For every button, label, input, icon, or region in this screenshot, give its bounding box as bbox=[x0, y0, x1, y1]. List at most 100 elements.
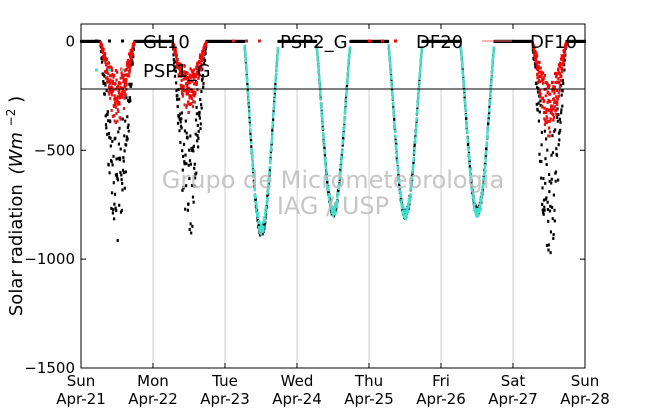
point bbox=[114, 69, 117, 73]
point bbox=[101, 60, 104, 64]
y-axis-unit: (Wm bbox=[6, 132, 27, 174]
point bbox=[179, 83, 182, 87]
point bbox=[554, 170, 558, 174]
point bbox=[125, 73, 128, 77]
point bbox=[112, 154, 115, 158]
point bbox=[110, 68, 114, 72]
grid-lines bbox=[152, 89, 514, 368]
point bbox=[462, 81, 465, 85]
point bbox=[549, 230, 552, 234]
point bbox=[202, 85, 205, 89]
point bbox=[250, 154, 254, 158]
point bbox=[121, 188, 124, 192]
point bbox=[322, 136, 325, 140]
point bbox=[565, 41, 568, 45]
point bbox=[459, 44, 462, 48]
point bbox=[180, 73, 183, 77]
legend-marker-dot bbox=[258, 39, 261, 43]
point bbox=[254, 194, 257, 198]
watermark-line-2: IAG / USP bbox=[277, 192, 389, 220]
point bbox=[405, 214, 408, 218]
point bbox=[127, 129, 130, 133]
point bbox=[466, 128, 469, 132]
x-tick-label-day: Tue bbox=[211, 372, 238, 390]
point bbox=[123, 186, 126, 190]
point bbox=[318, 77, 321, 81]
point bbox=[249, 127, 252, 131]
point bbox=[555, 74, 558, 78]
point bbox=[128, 54, 132, 58]
point bbox=[463, 98, 466, 102]
point bbox=[563, 68, 566, 72]
point bbox=[118, 81, 121, 85]
point bbox=[478, 208, 482, 212]
point bbox=[541, 105, 544, 109]
point bbox=[266, 194, 269, 198]
point bbox=[108, 82, 111, 86]
point bbox=[409, 186, 413, 190]
point bbox=[110, 93, 114, 97]
point bbox=[536, 54, 539, 58]
point bbox=[198, 110, 201, 114]
point bbox=[412, 165, 415, 169]
point bbox=[129, 84, 132, 88]
point bbox=[191, 195, 195, 199]
point bbox=[539, 95, 542, 99]
point bbox=[562, 82, 565, 86]
point bbox=[480, 198, 483, 202]
point bbox=[321, 123, 324, 127]
point bbox=[181, 168, 184, 172]
point bbox=[192, 92, 195, 96]
point bbox=[115, 209, 118, 213]
point bbox=[466, 131, 469, 135]
point bbox=[183, 129, 186, 133]
point bbox=[562, 58, 565, 62]
point bbox=[272, 115, 275, 119]
point bbox=[126, 115, 129, 119]
point bbox=[256, 217, 259, 221]
point bbox=[172, 53, 175, 57]
point bbox=[172, 58, 175, 62]
point bbox=[400, 206, 404, 210]
point bbox=[548, 92, 552, 96]
point bbox=[119, 85, 122, 89]
point bbox=[323, 148, 326, 152]
point bbox=[414, 129, 417, 133]
point bbox=[113, 97, 116, 101]
point bbox=[460, 53, 463, 57]
point bbox=[265, 201, 268, 205]
point bbox=[552, 107, 555, 111]
point bbox=[273, 100, 276, 104]
point bbox=[103, 92, 106, 96]
point bbox=[180, 90, 183, 94]
point bbox=[468, 161, 471, 165]
point bbox=[468, 167, 471, 171]
point bbox=[131, 46, 134, 50]
point bbox=[124, 119, 127, 123]
point bbox=[395, 148, 398, 152]
point bbox=[202, 50, 205, 54]
point bbox=[464, 114, 468, 118]
point bbox=[111, 163, 114, 167]
point bbox=[318, 80, 321, 84]
point bbox=[185, 162, 188, 166]
point bbox=[193, 76, 196, 80]
point bbox=[198, 114, 201, 118]
point bbox=[531, 41, 534, 45]
point bbox=[553, 208, 556, 212]
point bbox=[335, 205, 338, 209]
point bbox=[187, 77, 190, 81]
point bbox=[541, 96, 544, 100]
point bbox=[539, 75, 543, 79]
point bbox=[339, 170, 342, 174]
x-tick-label-date: Apr-24 bbox=[272, 390, 322, 408]
point bbox=[389, 69, 392, 73]
point bbox=[388, 53, 391, 57]
point bbox=[339, 164, 342, 168]
point bbox=[182, 154, 185, 158]
y-axis-unit-exponent: −2 bbox=[4, 109, 18, 127]
point bbox=[120, 208, 123, 212]
point bbox=[420, 46, 424, 50]
point bbox=[535, 51, 538, 55]
point bbox=[332, 212, 335, 216]
